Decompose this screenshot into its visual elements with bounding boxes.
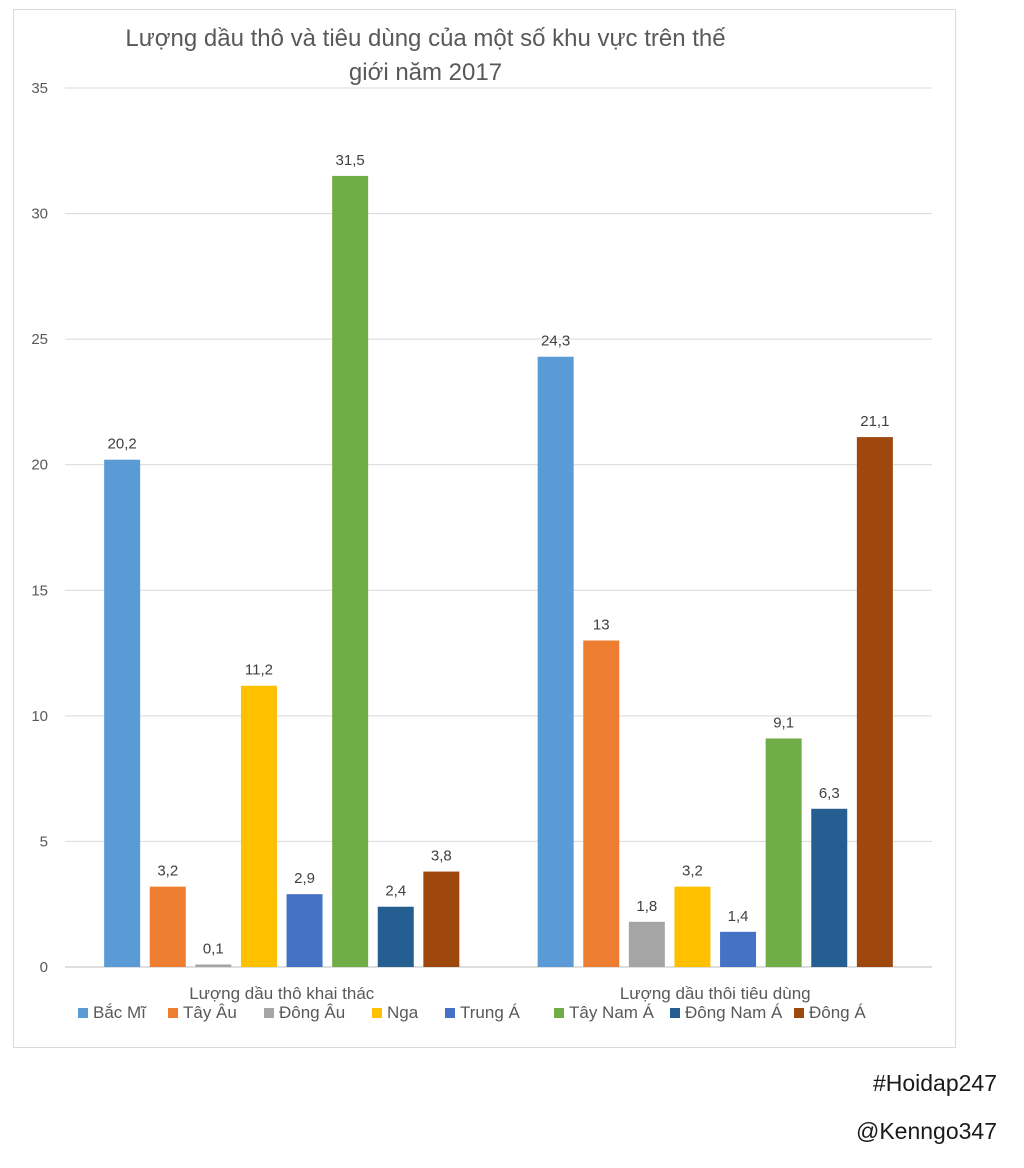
y-tick-label: 35 bbox=[31, 80, 48, 97]
bar bbox=[674, 886, 711, 967]
data-label: 2,9 bbox=[294, 870, 315, 887]
data-label: 11,2 bbox=[245, 662, 273, 679]
data-label: 20,2 bbox=[108, 436, 137, 453]
chart-title-line-1: Lượng dầu thô và tiêu dùng của một số kh… bbox=[125, 25, 726, 52]
legend-swatch bbox=[794, 1008, 804, 1018]
bar bbox=[720, 931, 757, 967]
legend-swatch bbox=[372, 1008, 382, 1018]
legend-swatch bbox=[78, 1008, 88, 1018]
chart-frame: Lượng dầu thô và tiêu dùng của một số kh… bbox=[13, 9, 956, 1048]
x-category-label: Lượng dầu thô khai thác bbox=[189, 984, 375, 1003]
bar bbox=[856, 437, 893, 967]
bar bbox=[149, 886, 186, 967]
legend-label: Tây Nam Á bbox=[569, 1003, 655, 1022]
bar bbox=[628, 921, 665, 967]
data-label: 1,8 bbox=[636, 898, 657, 915]
data-label: 9,1 bbox=[773, 714, 794, 731]
y-tick-label: 0 bbox=[40, 959, 48, 976]
data-label: 2,4 bbox=[385, 883, 406, 900]
bar bbox=[104, 459, 141, 967]
data-label: 21,1 bbox=[860, 413, 889, 430]
watermark-hoidap: #Hoidap247 bbox=[872, 1070, 997, 1096]
bar bbox=[286, 894, 323, 967]
legend-swatch bbox=[554, 1008, 564, 1018]
data-label: 24,3 bbox=[541, 333, 570, 350]
y-tick-label: 20 bbox=[31, 457, 48, 474]
bar bbox=[537, 356, 574, 967]
chart-title: Lượng dầu thô và tiêu dùng của một số kh… bbox=[14, 10, 957, 90]
bar bbox=[377, 906, 414, 967]
legend-swatch bbox=[168, 1008, 178, 1018]
legend-swatch bbox=[445, 1008, 455, 1018]
bar bbox=[765, 738, 802, 967]
y-tick-label: 5 bbox=[40, 833, 48, 850]
bar bbox=[332, 175, 369, 967]
data-label: 1,4 bbox=[728, 908, 749, 925]
data-label: 3,2 bbox=[157, 863, 178, 880]
bar bbox=[195, 964, 232, 967]
bar bbox=[423, 871, 460, 967]
chart-title-line-2: giới năm 2017 bbox=[348, 59, 503, 86]
bar bbox=[240, 685, 277, 967]
legend-label: Đông Âu bbox=[279, 1003, 345, 1022]
data-label: 31,5 bbox=[336, 152, 365, 169]
y-tick-label: 10 bbox=[31, 708, 48, 725]
legend-swatch bbox=[264, 1008, 274, 1018]
legend-label: Đông Á bbox=[809, 1003, 866, 1022]
legend-label: Tây Âu bbox=[183, 1003, 237, 1022]
data-label: 13 bbox=[593, 617, 610, 634]
data-label: 3,8 bbox=[431, 848, 452, 865]
legend-swatch bbox=[670, 1008, 680, 1018]
data-label: 6,3 bbox=[819, 785, 840, 802]
y-tick-label: 25 bbox=[31, 331, 48, 348]
legend-label: Bắc Mĩ bbox=[93, 1003, 147, 1022]
bar bbox=[811, 808, 848, 967]
legend-label: Đông Nam Á bbox=[685, 1003, 783, 1022]
x-category-label: Lượng dầu thôi tiêu dùng bbox=[620, 984, 811, 1003]
legend-label: Nga bbox=[387, 1003, 419, 1022]
y-tick-label: 30 bbox=[31, 206, 48, 223]
data-label: 0,1 bbox=[203, 940, 224, 957]
bar-chart: 0 5 10 15 20 25 30 35 20,2 3,2 0,1 11,2 2,9 31,5 2,4 3,… bbox=[31, 80, 932, 1022]
data-label: 3,2 bbox=[682, 863, 703, 880]
y-tick-label: 15 bbox=[31, 582, 48, 599]
legend-label: Trung Á bbox=[460, 1003, 521, 1022]
watermark-author: @Kenngo347 bbox=[855, 1118, 997, 1144]
bar bbox=[583, 640, 620, 967]
